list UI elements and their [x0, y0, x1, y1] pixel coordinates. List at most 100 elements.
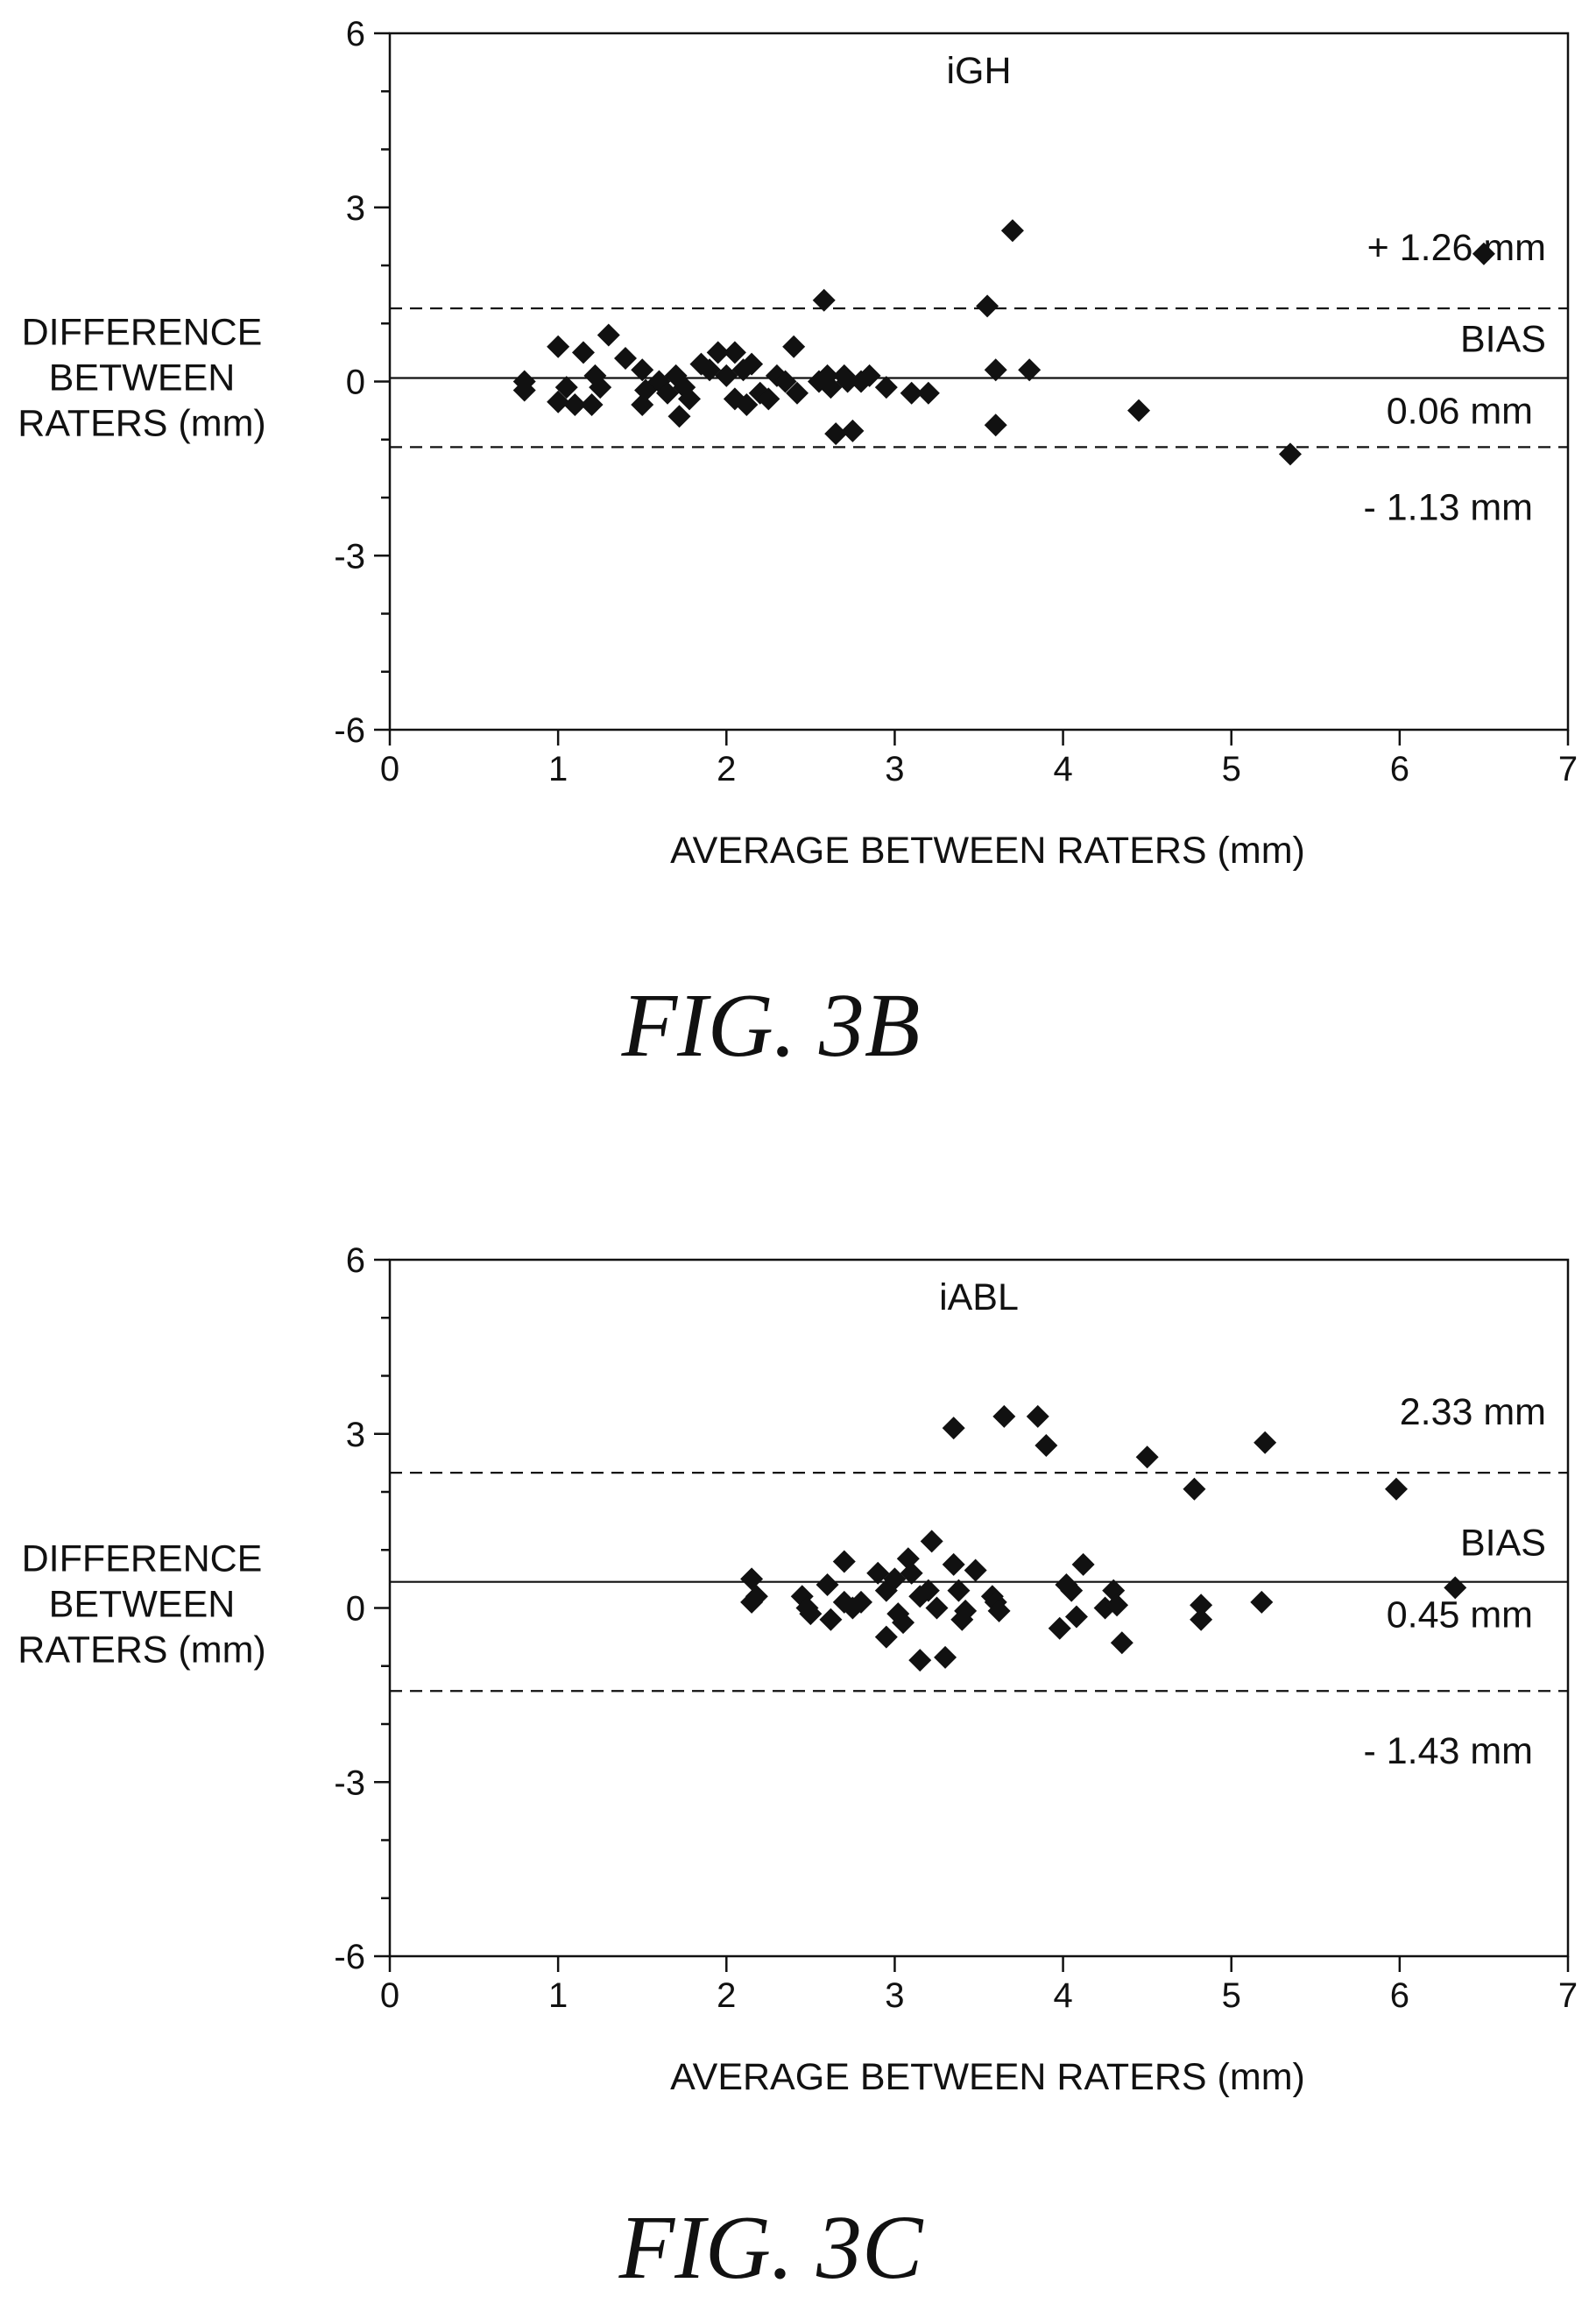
data-point	[858, 364, 881, 387]
data-point	[1253, 1431, 1277, 1454]
chart-title: iGH	[946, 50, 1011, 92]
chart-iGH: 6 3 0 -3 -6 0 1 2 3 4 5 6 7 AVERAGE BETWEEN RATERS (m…	[18, 15, 1578, 872]
data-point	[1385, 1477, 1409, 1501]
upper-limit-annotation: 2.33 mm	[1400, 1391, 1546, 1433]
y-axis-title-line: BETWEEN	[49, 357, 236, 399]
x-axis-title: AVERAGE BETWEEN RATERS (mm)	[670, 830, 1305, 872]
y-tick-label: 0	[346, 364, 365, 402]
x-axis-title: AVERAGE BETWEEN RATERS (mm)	[670, 2056, 1305, 2098]
y-tick-label: -6	[334, 711, 365, 750]
data-point	[631, 358, 654, 382]
data-point	[785, 381, 809, 405]
data-point	[799, 1602, 823, 1626]
data-point	[916, 1579, 940, 1602]
data-point	[554, 376, 578, 399]
data-point	[589, 376, 612, 399]
data-point	[614, 347, 637, 370]
x-tick-label: 7	[1558, 1976, 1578, 2015]
chart-title: iABL	[939, 1276, 1019, 1318]
data-point	[954, 1599, 978, 1622]
data-point	[563, 393, 587, 416]
data-point	[547, 390, 570, 413]
x-tick-label: 6	[1390, 750, 1409, 788]
y-axis-title-line: BETWEEN	[49, 1584, 236, 1626]
data-point	[1000, 219, 1024, 243]
data-point	[819, 1608, 843, 1631]
data-point	[740, 1567, 764, 1591]
data-point	[850, 1590, 872, 1614]
data-point	[984, 413, 1007, 437]
data-point	[900, 381, 923, 405]
data-point	[735, 393, 759, 416]
y-tick-label: 3	[346, 1416, 365, 1454]
bias-annotation-value: 0.45 mm	[1387, 1594, 1533, 1636]
data-point	[1071, 1552, 1095, 1576]
data-point	[942, 1417, 965, 1440]
data-point	[1060, 1579, 1084, 1602]
data-point	[571, 341, 595, 364]
x-tick-label: 3	[885, 750, 904, 788]
x-tick-label: 7	[1558, 750, 1578, 788]
chart-iABL: 6 3 0 -3 -6 0 1 2 3 4 5 6 7 AVERAGE BETWEEN RATERS (m…	[18, 1241, 1578, 2098]
data-point	[1444, 1576, 1467, 1600]
lower-limit-annotation: - 1.13 mm	[1363, 486, 1533, 528]
data-point	[964, 1558, 987, 1582]
data-point	[580, 393, 604, 416]
data-point	[987, 1599, 1011, 1622]
data-point	[597, 323, 620, 347]
x-tick-label: 5	[1222, 750, 1241, 788]
upper-limit-annotation: + 1.26 mm	[1367, 227, 1546, 269]
data-point	[1278, 442, 1302, 466]
figure-label-3b: FIG. 3B	[621, 975, 921, 1076]
data-point	[920, 1530, 943, 1553]
bias-annotation-title: BIAS	[1460, 319, 1546, 361]
data-point	[942, 1552, 965, 1576]
data-point	[782, 335, 806, 358]
y-tick-label: -3	[334, 537, 365, 576]
lower-limit-annotation: - 1.43 mm	[1363, 1730, 1533, 1772]
data-point	[740, 352, 764, 376]
data-point	[916, 381, 940, 405]
data-point	[841, 419, 865, 442]
x-tick-label: 4	[1053, 750, 1072, 788]
data-point	[892, 1611, 915, 1635]
data-point	[874, 376, 898, 399]
data-point	[816, 1573, 839, 1596]
data-point	[1105, 1594, 1129, 1617]
data-point	[1135, 1445, 1159, 1469]
x-tick-label: 2	[717, 750, 736, 788]
y-tick-label: -3	[334, 1763, 365, 1802]
y-tick-label: 0	[346, 1590, 365, 1629]
figure-label-3c: FIG. 3C	[618, 2197, 924, 2298]
x-tick-label: 1	[548, 750, 568, 788]
y-tick-label: -6	[334, 1938, 365, 1976]
data-point	[976, 294, 999, 318]
data-point	[1250, 1590, 1274, 1614]
data-point	[1190, 1608, 1213, 1631]
data-point	[824, 422, 848, 446]
x-tick-label: 4	[1053, 1976, 1072, 2015]
data-point	[836, 370, 859, 393]
data-point	[947, 1579, 971, 1602]
x-tick-label: 5	[1222, 1976, 1241, 2015]
y-tick-label: 6	[346, 15, 365, 53]
y-axis-title-line: RATERS (mm)	[18, 403, 265, 445]
data-point	[832, 1550, 856, 1573]
data-point	[678, 387, 702, 411]
data-point	[745, 1585, 768, 1608]
data-point	[1026, 1404, 1049, 1428]
data-point	[757, 387, 780, 411]
data-point	[908, 1649, 932, 1672]
y-axis-title-line: RATERS (mm)	[18, 1629, 265, 1671]
bias-annotation-value: 0.06 mm	[1387, 391, 1533, 433]
data-point	[773, 370, 797, 393]
data-point	[1190, 1594, 1213, 1617]
x-tick-label: 6	[1390, 1976, 1409, 2015]
bias-annotation-title: BIAS	[1460, 1523, 1546, 1565]
y-tick-label: 6	[346, 1241, 365, 1280]
data-point	[1018, 358, 1042, 382]
data-point	[812, 288, 836, 312]
data-point	[934, 1645, 957, 1669]
data-point	[1064, 1605, 1088, 1629]
x-tick-label: 0	[380, 1976, 399, 2015]
